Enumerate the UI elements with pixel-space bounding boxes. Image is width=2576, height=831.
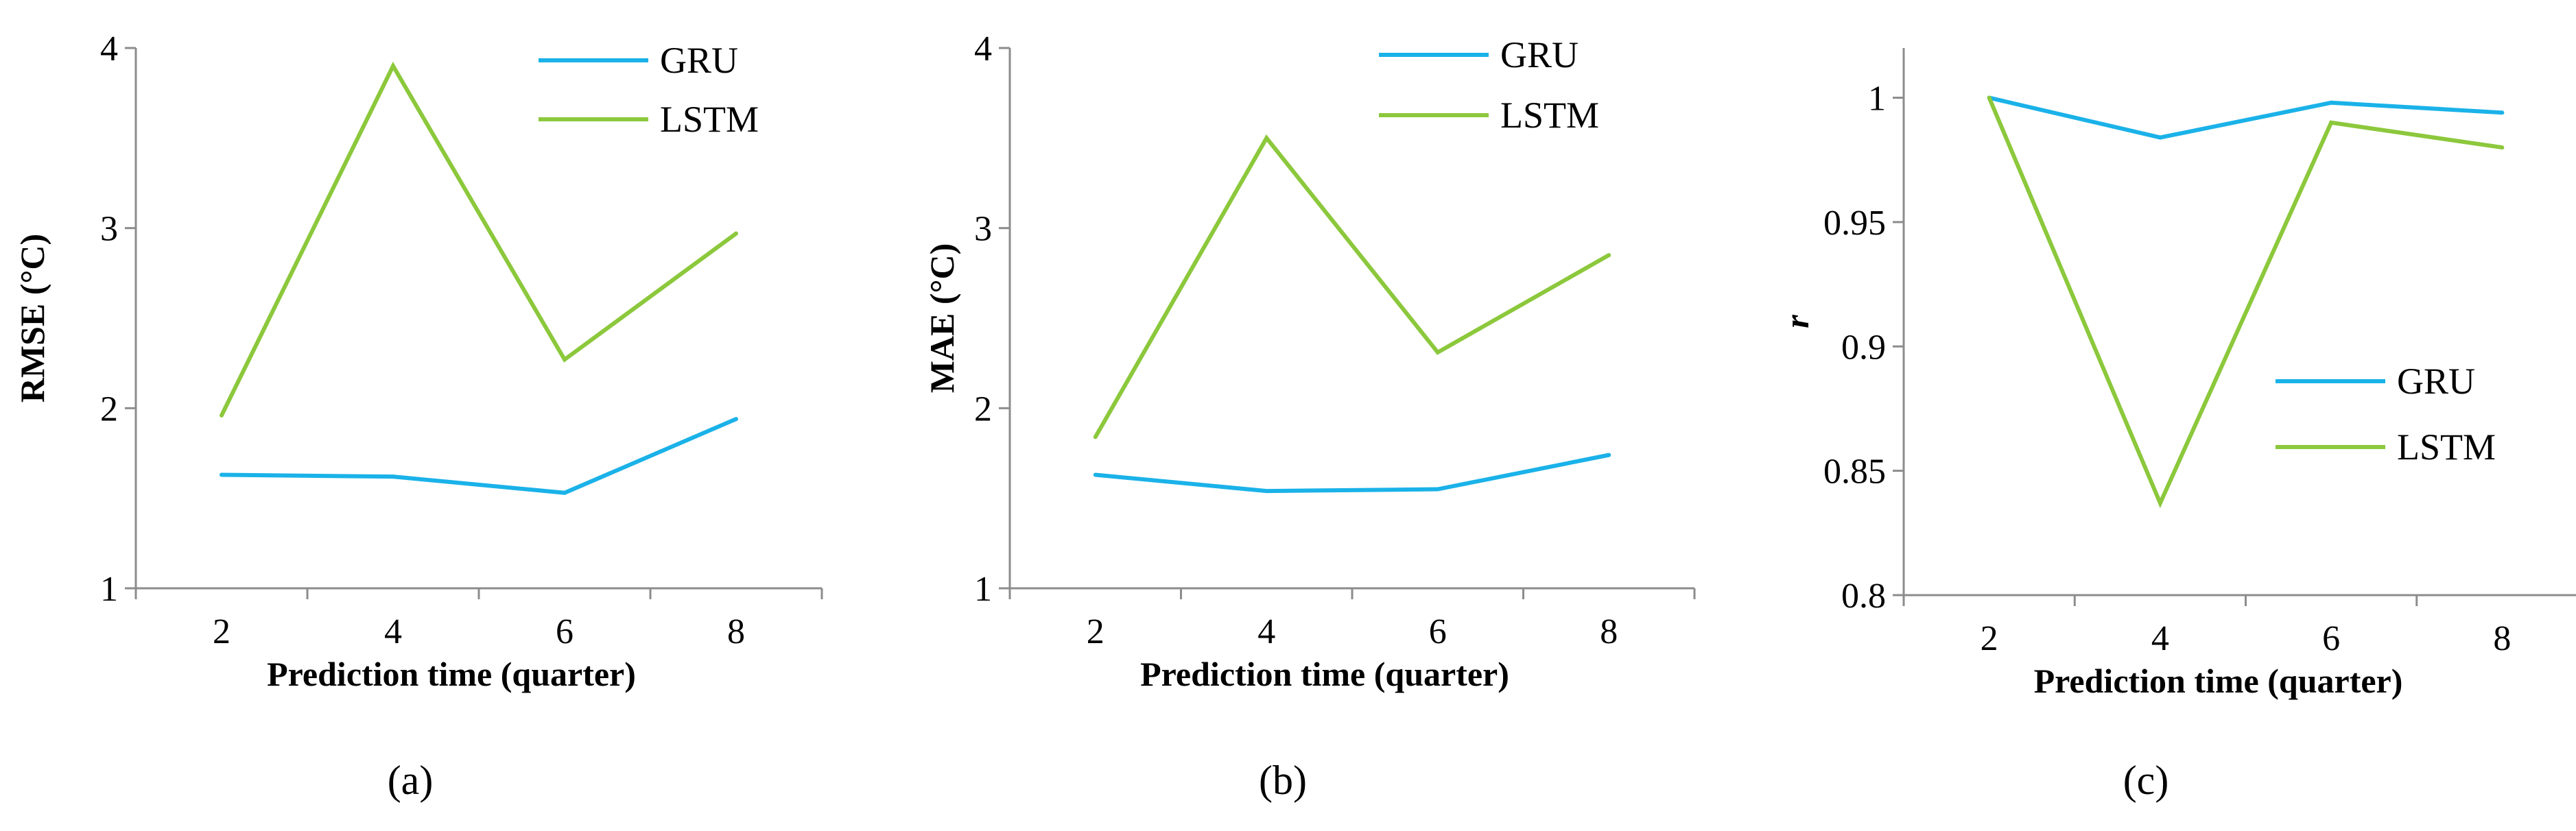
y-tick-label: 1: [100, 570, 118, 609]
x-tick-label: 2: [1981, 619, 1998, 658]
x-tick-label: 4: [1257, 612, 1275, 651]
legend: GRU LSTM: [2276, 361, 2496, 468]
data-point-gru: [2500, 110, 2505, 115]
data-point-gru: [563, 490, 567, 495]
y-axis-label: MAE (°C): [923, 243, 961, 394]
y-tick-label: 0.8: [1841, 577, 1886, 616]
y-tick-label: 4: [100, 29, 118, 69]
series-line-lstm: [1987, 97, 2503, 509]
legend-label-gru: GRU: [1500, 34, 1579, 75]
data-point-lstm: [391, 64, 395, 69]
legend-label-lstm: LSTM: [2397, 426, 2496, 468]
x-tick-label: 6: [1429, 612, 1447, 651]
x-tick-label: 8: [2493, 619, 2511, 658]
data-point-lstm: [1093, 435, 1098, 439]
x-tick-label: 8: [1600, 612, 1618, 651]
data-point-gru: [1607, 453, 1611, 457]
y-tick-label: 0.9: [1841, 328, 1886, 367]
legend: GRU LSTM: [539, 40, 759, 140]
y-tick-label: 3: [974, 210, 992, 249]
legend-label-gru: GRU: [660, 40, 738, 81]
panel-label: (a): [388, 758, 434, 803]
y-tick-label: 2: [974, 389, 992, 429]
data-point-lstm: [220, 413, 224, 418]
data-point-gru: [2329, 100, 2334, 105]
panel-label: (b): [1259, 758, 1307, 803]
data-point-lstm: [1435, 350, 1440, 354]
panel-label: (c): [2123, 758, 2169, 803]
data-point-lstm: [1264, 136, 1269, 141]
x-tick-label: 4: [2151, 619, 2169, 658]
chart-panel-a: 1 2 3 4 2 4 6 8 Prediction time (quarter) RMSE (°…: [13, 29, 823, 803]
legend-label-gru: GRU: [2397, 361, 2475, 402]
y-tick-label: 2: [100, 389, 118, 429]
chart-panel-c: 0.8 0.85 0.9 0.95 1 2 4 6 8 Prediction time (quar…: [1777, 48, 2576, 803]
x-tick-label: 6: [2322, 619, 2340, 658]
data-point-lstm: [1607, 253, 1611, 258]
data-point-lstm: [563, 357, 567, 362]
data-point-gru: [734, 417, 738, 422]
series-line-gru: [1095, 453, 1609, 494]
data-point-gru: [391, 474, 395, 479]
data-point-gru: [220, 472, 224, 477]
x-axis-label: Prediction time (quarter): [2034, 662, 2403, 700]
legend-label-lstm: LSTM: [1500, 95, 1599, 136]
y-tick-label: 4: [974, 29, 992, 69]
x-tick-label: 6: [556, 612, 574, 651]
y-tick-label: 1: [1868, 80, 1886, 119]
legend: GRU LSTM: [1379, 34, 1599, 136]
y-tick-label: 0.95: [1823, 204, 1886, 243]
y-axis-label: r: [1777, 315, 1816, 328]
x-tick-label: 8: [727, 612, 745, 651]
x-axis-label: Prediction time (quarter): [267, 655, 636, 693]
y-axis-label: RMSE (°C): [13, 234, 51, 402]
series-line-gru: [221, 417, 737, 495]
x-tick-label: 2: [1087, 612, 1104, 651]
data-point-lstm: [2329, 120, 2334, 125]
data-point-lstm: [2500, 145, 2505, 150]
x-tick-label: 2: [213, 612, 231, 651]
y-tick-label: 1: [974, 570, 992, 609]
x-tick-label: 4: [384, 612, 402, 651]
data-point-lstm: [2158, 501, 2162, 505]
data-point-lstm: [734, 231, 738, 236]
x-axis-label: Prediction time (quarter): [1140, 655, 1509, 693]
series-line-gru: [1988, 95, 2503, 140]
series-line-lstm: [220, 61, 737, 417]
y-tick-label: 0.85: [1823, 453, 1886, 492]
data-point-gru: [1093, 472, 1098, 477]
data-point-gru: [1264, 489, 1269, 494]
chart-panel-b: 1 2 3 4 2 4 6 8 Prediction time (quarter) MAE (°C…: [923, 29, 1696, 803]
y-tick-label: 3: [100, 210, 118, 249]
data-point-gru: [2158, 135, 2162, 140]
legend-label-lstm: LSTM: [660, 99, 759, 140]
data-point-gru: [1435, 487, 1440, 492]
series-line-lstm: [1094, 134, 1610, 438]
data-point-lstm: [1987, 95, 1992, 100]
